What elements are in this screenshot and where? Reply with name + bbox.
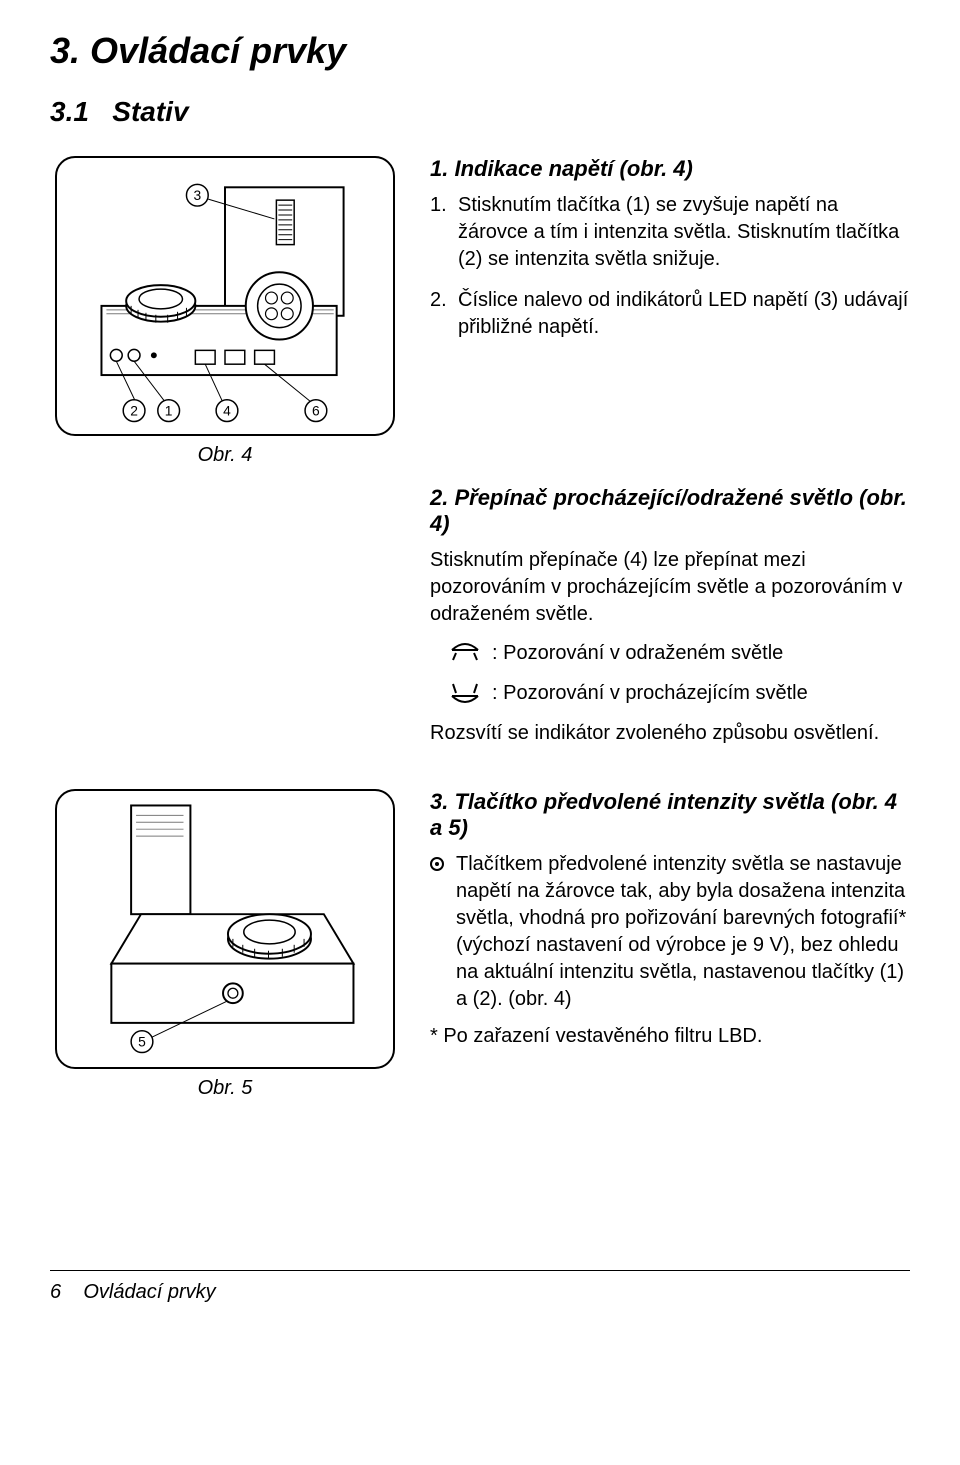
spacer xyxy=(50,1100,910,1190)
figure-5-illustration: 5 xyxy=(57,789,393,1069)
target-bullet-icon xyxy=(430,857,444,871)
figure-5-container: 5 Obr. 5 xyxy=(50,789,400,1100)
figure-4-caption: Obr. 4 xyxy=(198,444,253,467)
figure-4: 3 xyxy=(55,156,395,436)
block3-footnote: * Po zařazení vestavěného filtru LBD. xyxy=(430,1023,910,1050)
block3-heading: 3. Tlačítko předvolené intenzity světla … xyxy=(430,789,910,841)
section-name: Stativ xyxy=(112,96,188,127)
reflected-light-label: : Pozorování v odraženém světle xyxy=(492,640,783,667)
block3: 3. Tlačítko předvolené intenzity světla … xyxy=(430,789,910,1062)
footer-label: Ovládací prvky xyxy=(83,1281,215,1303)
footer-page-number: 6 xyxy=(50,1281,61,1303)
block1-list: 1. Stisknutím tlačítka (1) se zvyšuje na… xyxy=(430,192,910,341)
reflected-light-row: : Pozorování v odraženém světle xyxy=(430,640,910,672)
row-block2: 2. Přepínač procházející/odražené světlo… xyxy=(50,485,910,759)
figure-5: 5 xyxy=(55,789,395,1069)
block3-bullet-row: Tlačítkem předvolené intenzity světla se… xyxy=(430,851,910,1013)
section-number: 3.1 xyxy=(50,96,89,127)
figure-4-illustration: 3 xyxy=(57,156,393,436)
block1: 1. Indikace napětí (obr. 4) 1. Stisknutí… xyxy=(430,156,910,355)
block2-para2: Rozsvítí se indikátor zvoleného způsobu … xyxy=(430,720,910,747)
figure-5-caption: Obr. 5 xyxy=(198,1077,253,1100)
svg-text:2: 2 xyxy=(130,403,138,419)
block3-text: Tlačítkem předvolené intenzity světla se… xyxy=(456,851,910,1013)
svg-text:3: 3 xyxy=(193,187,201,203)
transmitted-light-row: : Pozorování v procházejícím světle xyxy=(430,680,910,712)
chapter-number: 3. xyxy=(50,30,80,71)
block2-heading: 2. Přepínač procházející/odražené světlo… xyxy=(430,485,910,537)
reflected-light-icon xyxy=(448,640,482,672)
item-number: 1. xyxy=(430,192,447,219)
row-fig4-block1: 3 xyxy=(50,156,910,467)
svg-text:5: 5 xyxy=(138,1034,146,1050)
item-text: Číslice nalevo od indikátorů LED napětí … xyxy=(458,289,908,338)
transmitted-light-icon xyxy=(448,680,482,712)
list-item: 1. Stisknutím tlačítka (1) se zvyšuje na… xyxy=(430,192,910,273)
figure-4-container: 3 xyxy=(50,156,400,467)
item-text: Stisknutím tlačítka (1) se zvyšuje napět… xyxy=(458,194,899,270)
list-item: 2. Číslice nalevo od indikátorů LED napě… xyxy=(430,287,910,341)
page-footer: 6 Ovládací prvky xyxy=(50,1270,910,1304)
item-number: 2. xyxy=(430,287,447,314)
section-title: 3.1 Stativ xyxy=(50,96,910,128)
block1-heading: 1. Indikace napětí (obr. 4) xyxy=(430,156,910,182)
svg-text:1: 1 xyxy=(165,403,173,419)
block2: 2. Přepínač procházející/odražené světlo… xyxy=(430,485,910,759)
svg-text:4: 4 xyxy=(223,403,231,419)
transmitted-light-label: : Pozorování v procházejícím světle xyxy=(492,680,808,707)
svg-text:6: 6 xyxy=(312,403,320,419)
block2-para1: Stisknutím přepínače (4) lze přepínat me… xyxy=(430,547,910,628)
chapter-title: 3. Ovládací prvky xyxy=(50,30,910,72)
row-fig5-block3: 5 Obr. 5 3. Tlačítko předvolené intenzit… xyxy=(50,789,910,1100)
chapter-name: Ovládací prvky xyxy=(90,30,346,71)
